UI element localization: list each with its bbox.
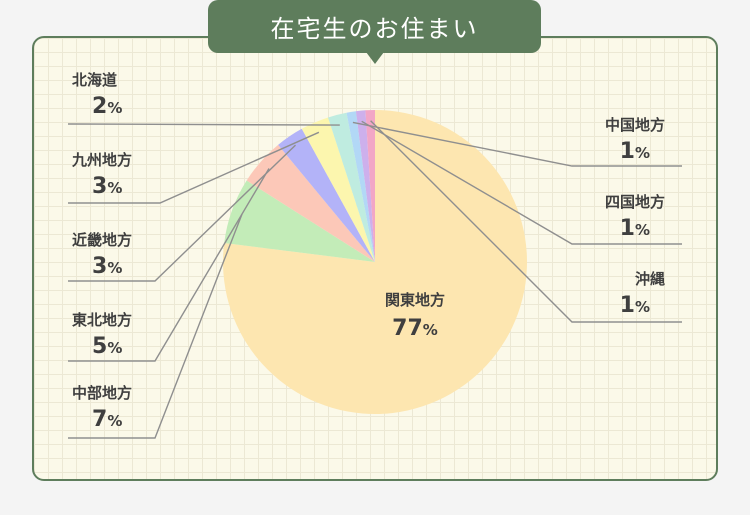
pie-slice-8 [365, 110, 375, 262]
slice-value-1: 7% [92, 407, 122, 432]
slice-label-3: 近畿地方 3% [72, 231, 132, 279]
slice-name-4: 九州地方 [71, 151, 132, 169]
title-pointer [366, 52, 384, 64]
leader-line-6 [352, 121, 682, 167]
slice-label-6: 中国地方 1% [605, 116, 665, 164]
slice-label-1: 中部地方 7% [72, 384, 132, 432]
slice-label-2: 東北地方 5% [72, 311, 132, 359]
pie-slice-6 [346, 111, 375, 262]
leader-line-5 [68, 123, 340, 126]
slice-label-7: 四国地方 1% [605, 193, 665, 241]
slice-value-4: 3% [92, 174, 122, 199]
pie-slice-7 [355, 110, 375, 262]
slice-value-2: 5% [92, 334, 122, 359]
slice-name-6: 中国地方 [605, 116, 665, 134]
chart-title: 在宅生のお住まい [208, 0, 541, 53]
slice-name-5: 北海道 [72, 71, 117, 89]
slice-name-3: 近畿地方 [72, 231, 132, 249]
slice-value-7: 1% [620, 216, 650, 241]
leader-line-4 [68, 131, 320, 204]
pie-slice-3 [278, 128, 375, 262]
slice-label-8: 沖縄 1% [620, 270, 665, 318]
pie-slice-0 [223, 110, 528, 414]
slice-value-0: 77% [392, 316, 438, 341]
leader-line-1 [68, 213, 243, 439]
pie-slice-4 [301, 117, 375, 262]
slice-value-8: 1% [620, 293, 650, 318]
leader-line-3 [68, 144, 296, 282]
slice-label-0: 関東地方 77% [385, 291, 445, 341]
slice-name-2: 東北地方 [72, 311, 132, 329]
leader-line-2 [68, 168, 270, 362]
slice-value-5: 2% [92, 94, 122, 119]
leader-line-8 [370, 120, 682, 323]
slice-value-6: 1% [620, 139, 650, 164]
slice-name-1: 中部地方 [72, 384, 132, 402]
slice-label-5: 北海道 2% [72, 71, 122, 119]
slice-name-0: 関東地方 [385, 291, 445, 309]
leader-line-7 [361, 120, 682, 245]
pie-slice-5 [328, 112, 375, 262]
slice-label-4: 九州地方 3% [71, 151, 132, 199]
slice-value-3: 3% [92, 254, 122, 279]
slice-name-8: 沖縄 [635, 270, 665, 288]
slice-name-7: 四国地方 [605, 193, 665, 211]
pie-slice-1 [224, 180, 375, 262]
pie-slice-2 [246, 144, 375, 262]
